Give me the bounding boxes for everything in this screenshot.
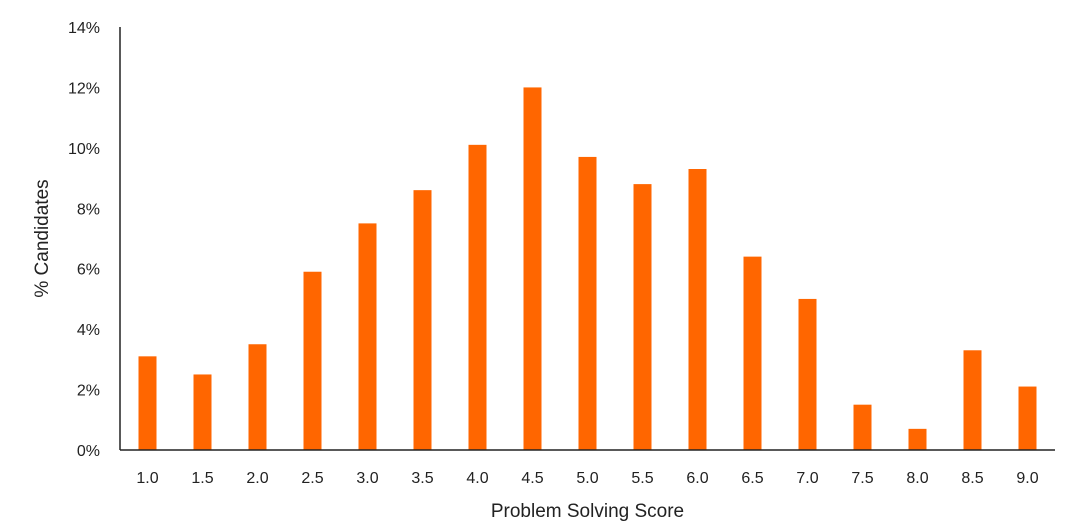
bar <box>743 256 762 450</box>
bar <box>193 374 212 450</box>
y-tick-label: 10% <box>68 141 100 158</box>
bar <box>303 271 322 450</box>
y-tick-label: 0% <box>77 443 100 460</box>
y-tick-label: 12% <box>68 80 100 97</box>
y-tick-label: 14% <box>68 20 100 37</box>
x-tick-label: 2.5 <box>301 470 323 487</box>
y-axis-ticks: 0% 2% 4% 6% 8% 10% 12% 14% <box>68 20 100 460</box>
y-tick-label: 4% <box>77 322 100 339</box>
bar <box>523 87 542 450</box>
bar <box>1018 386 1037 450</box>
x-tick-label: 7.5 <box>851 470 873 487</box>
y-tick-label: 2% <box>77 383 100 400</box>
x-tick-label: 2.0 <box>246 470 268 487</box>
x-axis-title: Problem Solving Score <box>491 501 684 522</box>
y-axis-title: % Candidates <box>32 179 53 297</box>
bar <box>798 298 817 450</box>
x-tick-label: 6.5 <box>741 470 763 487</box>
x-tick-label: 5.0 <box>576 470 598 487</box>
x-tick-label: 9.0 <box>1016 470 1038 487</box>
x-tick-label: 7.0 <box>796 470 818 487</box>
x-tick-label: 6.0 <box>686 470 708 487</box>
bars <box>138 87 1037 451</box>
bar <box>963 350 982 450</box>
x-tick-label: 8.0 <box>906 470 928 487</box>
x-tick-label: 5.5 <box>631 470 653 487</box>
x-axis-ticks: 1.0 1.5 2.0 2.5 3.0 3.5 4.0 4.5 5.0 5.5 6.0 6.5 7.0 7… <box>136 470 1038 487</box>
bar <box>908 428 927 450</box>
bar <box>358 223 377 450</box>
x-tick-label: 4.5 <box>521 470 543 487</box>
bar <box>853 404 872 450</box>
bar <box>248 344 267 450</box>
bar <box>413 190 432 450</box>
bar <box>578 156 597 450</box>
x-tick-label: 3.0 <box>356 470 378 487</box>
y-tick-label: 6% <box>77 262 100 279</box>
x-tick-label: 4.0 <box>466 470 488 487</box>
bar <box>468 144 487 451</box>
bar <box>138 356 157 450</box>
x-tick-label: 3.5 <box>411 470 433 487</box>
y-tick-label: 8% <box>77 201 100 218</box>
x-tick-label: 1.5 <box>191 470 213 487</box>
x-tick-label: 8.5 <box>961 470 983 487</box>
x-tick-label: 1.0 <box>136 470 158 487</box>
bar <box>633 184 652 450</box>
bar <box>688 169 707 450</box>
